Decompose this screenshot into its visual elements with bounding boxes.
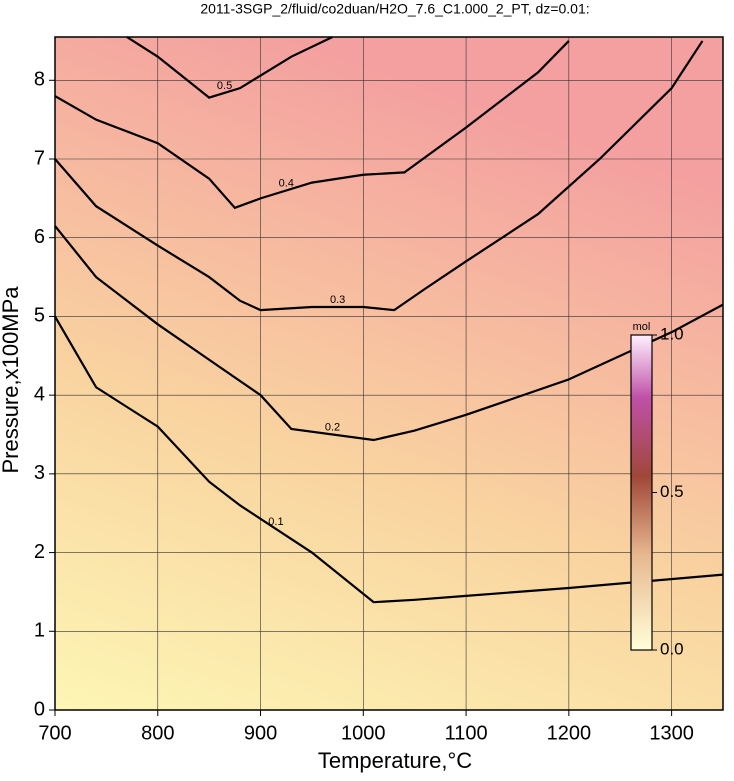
x-tick-label: 900 xyxy=(244,722,277,744)
y-tick-label: 0 xyxy=(34,698,45,720)
contour-line xyxy=(126,36,333,99)
y-tick-label: 7 xyxy=(34,147,45,169)
contour-label: 0.5 xyxy=(217,80,232,92)
contour-line xyxy=(54,315,724,604)
y-axis-label: Pressure,x100MPa xyxy=(0,286,23,474)
contour-label: 0.3 xyxy=(330,294,345,306)
contour-label: 0.4 xyxy=(279,177,294,189)
y-tick-label: 8 xyxy=(34,69,45,91)
x-tick-label: 1100 xyxy=(445,722,488,744)
contour-label: 0.2 xyxy=(325,421,340,433)
y-tick-label: 4 xyxy=(34,383,45,405)
plot-frame xyxy=(54,36,724,711)
x-tick-label: 800 xyxy=(141,722,174,744)
contour-line xyxy=(54,40,570,210)
contour-line xyxy=(54,40,704,312)
plot-background xyxy=(55,37,723,710)
y-tick-label: 1 xyxy=(34,620,45,642)
chart-title: 2011-3SGP_2/fluid/co2duan/H2O_7.6_C1.000… xyxy=(200,1,589,17)
colorbar-tick-label: 1.0 xyxy=(660,324,684,343)
colorbar-label: mol xyxy=(633,321,651,333)
x-tick-label: 1200 xyxy=(547,722,592,744)
colorbar-tick-label: 0.5 xyxy=(660,482,684,501)
x-tick-label: 700 xyxy=(38,722,71,744)
x-axis-label: Temperature,°C xyxy=(318,748,472,773)
colorbar xyxy=(630,334,653,651)
contour-line xyxy=(54,225,724,442)
y-tick-label: 5 xyxy=(34,305,45,327)
contour-label: 0.1 xyxy=(268,516,283,528)
y-tick-label: 6 xyxy=(34,226,45,248)
y-tick-label: 3 xyxy=(34,462,45,484)
colorbar-tick-label: 0.0 xyxy=(660,639,684,658)
x-tick-label: 1300 xyxy=(649,722,694,744)
y-tick-label: 2 xyxy=(34,541,45,563)
x-tick-label: 1000 xyxy=(341,722,386,744)
